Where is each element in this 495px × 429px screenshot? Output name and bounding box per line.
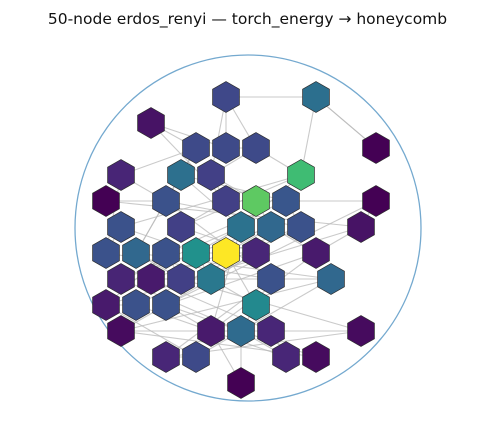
node-hexagon-35	[317, 263, 345, 295]
node-hexagon-13	[212, 185, 240, 217]
node-hexagon-7	[107, 159, 135, 191]
node-hexagon-40	[107, 315, 135, 347]
node-hexagon-10	[287, 159, 315, 191]
node-hexagon-23	[92, 237, 120, 269]
node-hexagon-4	[182, 132, 210, 164]
node-hexagon-42	[227, 315, 255, 347]
node-hexagon-22	[347, 211, 375, 243]
node-hexagon-26	[182, 237, 210, 269]
node-hexagon-0	[212, 81, 240, 113]
node-hexagon-39	[242, 289, 270, 321]
node-hexagon-15	[272, 185, 300, 217]
node-hexagon-6	[242, 132, 270, 164]
edge-29-41	[210, 252, 317, 332]
node-hexagon-1	[302, 81, 330, 113]
node-hexagon-38	[152, 289, 180, 321]
node-hexagon-8	[167, 159, 195, 191]
node-hexagon-36	[92, 289, 120, 321]
node-hexagon-20	[257, 211, 285, 243]
node-hexagon-33	[197, 263, 225, 295]
node-layer	[92, 81, 390, 399]
edge-35-40	[120, 278, 332, 332]
node-hexagon-47	[272, 341, 300, 373]
node-hexagon-25	[152, 237, 180, 269]
node-hexagon-24	[122, 237, 150, 269]
node-hexagon-16	[362, 185, 390, 217]
node-hexagon-27	[212, 237, 240, 269]
node-hexagon-12	[152, 185, 180, 217]
node-hexagon-46	[182, 341, 210, 373]
node-hexagon-28	[242, 237, 270, 269]
node-hexagon-41	[197, 315, 225, 347]
node-hexagon-21	[287, 211, 315, 243]
node-hexagon-2	[137, 107, 165, 139]
figure-title: 50-node erdos_renyi — torch_energy → hon…	[47, 10, 448, 28]
node-hexagon-37	[122, 289, 150, 321]
node-hexagon-45	[152, 341, 180, 373]
node-hexagon-49	[227, 367, 255, 399]
node-hexagon-43	[257, 315, 285, 347]
node-hexagon-17	[107, 211, 135, 243]
node-hexagon-32	[167, 263, 195, 295]
boundary-circle	[74, 54, 422, 402]
node-hexagon-18	[167, 211, 195, 243]
node-hexagon-30	[107, 263, 135, 295]
node-hexagon-3	[362, 132, 390, 164]
node-hexagon-44	[347, 315, 375, 347]
node-hexagon-29	[302, 237, 330, 269]
node-hexagon-5	[212, 132, 240, 164]
node-hexagon-19	[227, 211, 255, 243]
node-hexagon-31	[137, 263, 165, 295]
node-hexagon-34	[257, 263, 285, 295]
node-hexagon-9	[197, 159, 225, 191]
node-hexagon-14	[242, 185, 270, 217]
node-hexagon-48	[302, 341, 330, 373]
node-hexagon-11	[92, 185, 120, 217]
